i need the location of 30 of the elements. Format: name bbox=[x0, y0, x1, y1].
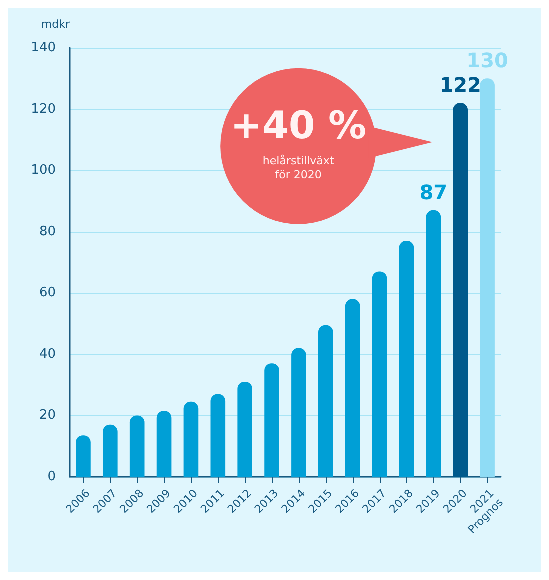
bar bbox=[453, 103, 468, 477]
bar bbox=[76, 436, 91, 477]
annotation: helårstillväxt för 2020 bbox=[262, 154, 335, 182]
y-tick-label: 80 bbox=[39, 224, 56, 240]
bar bbox=[426, 210, 442, 477]
y-tick-label: 40 bbox=[39, 346, 56, 362]
bar bbox=[156, 411, 172, 477]
bar bbox=[184, 402, 199, 477]
y-tick-label: 60 bbox=[39, 286, 56, 301]
bar bbox=[103, 424, 118, 477]
bar bbox=[372, 272, 388, 477]
y-axis-title: mdkr bbox=[41, 18, 70, 31]
annotation: +40 % bbox=[230, 103, 367, 148]
y-tick-label: 100 bbox=[31, 163, 56, 178]
y-tick-label: 140 bbox=[31, 40, 56, 56]
bar bbox=[345, 299, 360, 477]
bar bbox=[292, 348, 306, 477]
bar bbox=[130, 416, 145, 477]
y-tick-label: 120 bbox=[31, 102, 56, 117]
bar bbox=[399, 241, 414, 477]
y-tick-label: 0 bbox=[48, 470, 56, 484]
bar bbox=[480, 78, 495, 477]
data-label: 130 bbox=[466, 48, 508, 73]
y-tick-label: 20 bbox=[39, 408, 56, 424]
bar bbox=[264, 364, 280, 477]
bar bbox=[210, 394, 226, 477]
data-label: 87 bbox=[420, 180, 448, 204]
bar bbox=[238, 382, 252, 477]
bar bbox=[318, 325, 334, 477]
data-label: 122 bbox=[440, 73, 482, 98]
